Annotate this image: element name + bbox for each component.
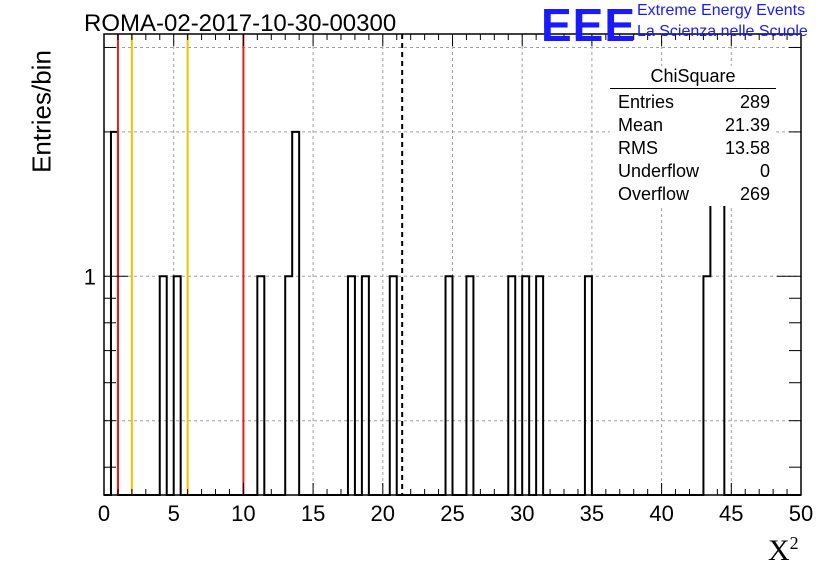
histogram-bin — [111, 132, 118, 495]
stats-value: 13.58 — [724, 138, 770, 158]
logo-subtitle-1: Extreme Energy Events — [637, 2, 806, 19]
histogram-bin — [174, 276, 181, 495]
stats-label: Underflow — [618, 161, 700, 181]
x-tick-label: 50 — [789, 501, 813, 526]
stats-value: 269 — [739, 184, 770, 204]
histogram-bin — [390, 276, 397, 495]
x-tick-label: 0 — [98, 501, 110, 526]
stats-title: ChiSquare — [610, 66, 776, 89]
stats-row-overflow: Overflow 269 — [610, 183, 776, 206]
x-axis-label-base: X — [768, 534, 790, 567]
x-tick-label: 25 — [440, 501, 464, 526]
histogram-bin — [585, 276, 592, 495]
stats-row-mean: Mean 21.39 — [610, 114, 776, 137]
y-tick-label: 1 — [84, 264, 96, 289]
histogram-bin — [160, 276, 167, 495]
y-axis-label: Entries/bin — [26, 50, 57, 173]
stats-box: ChiSquare Entries 289 Mean 21.39 RMS 13.… — [610, 66, 776, 206]
stats-label: Mean — [618, 115, 664, 135]
stats-value: 289 — [739, 92, 770, 112]
chart-title: ROMA-02-2017-10-30-00300 — [84, 10, 397, 37]
x-tick-label: 35 — [580, 501, 604, 526]
x-tick-label: 15 — [301, 501, 325, 526]
x-tick-label: 40 — [649, 501, 673, 526]
x-tick-label: 10 — [231, 501, 255, 526]
x-tick-label: 30 — [510, 501, 534, 526]
stats-value: 21.39 — [724, 115, 770, 135]
histogram-bin — [703, 276, 710, 495]
histogram-bin — [508, 276, 515, 495]
stats-value: 0 — [759, 161, 770, 181]
stats-label: Overflow — [618, 184, 690, 204]
histogram-bin — [536, 276, 543, 495]
logo-subtitle-2: La Scienza nelle Scuole — [637, 23, 808, 40]
stats-label: RMS — [618, 138, 658, 158]
stats-row-underflow: Underflow 0 — [610, 160, 776, 183]
x-tick-label: 5 — [168, 501, 180, 526]
x-axis-label-superscript: 2 — [789, 533, 799, 553]
stats-row-entries: Entries 289 — [610, 91, 776, 114]
histogram-bin — [348, 276, 355, 495]
x-tick-label: 20 — [371, 501, 395, 526]
stats-row-rms: RMS 13.58 — [610, 137, 776, 160]
histogram-bin — [285, 276, 292, 495]
eee-logo: EEE — [541, 0, 637, 51]
x-axis-label: X2 — [768, 533, 799, 568]
histogram-bin — [446, 276, 453, 495]
histogram-bin — [522, 276, 529, 495]
x-tick-label: 45 — [719, 501, 743, 526]
histogram-bin — [362, 276, 369, 495]
histogram-bin — [466, 276, 473, 495]
stats-label: Entries — [618, 92, 675, 112]
histogram-bin — [257, 276, 264, 495]
histogram-bin — [292, 132, 299, 495]
